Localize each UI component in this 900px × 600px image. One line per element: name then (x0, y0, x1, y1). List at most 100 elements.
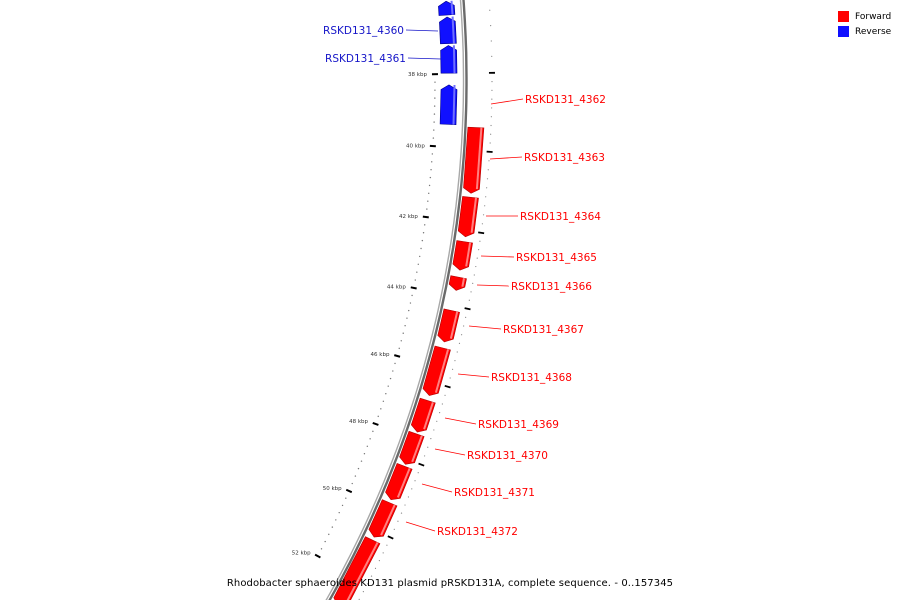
gene-highlight (470, 197, 477, 233)
minor-tick (404, 324, 406, 327)
minor-tick (335, 519, 337, 521)
outer-dot (489, 9, 491, 11)
outer-dot (454, 360, 456, 362)
gene-leader-line (476, 284, 510, 287)
outer-dot (460, 334, 463, 336)
minor-tick (433, 105, 436, 107)
gene-leader-line (444, 417, 477, 425)
outer-dot (382, 552, 384, 554)
outer-dot (485, 196, 487, 198)
gene-leader-line (405, 521, 436, 532)
outer-dot (491, 80, 493, 83)
outer-dot (436, 420, 438, 422)
outer-dot (465, 316, 467, 318)
outer-dot (491, 89, 493, 91)
minor-tick (422, 232, 425, 234)
minor-tick (426, 208, 428, 210)
minor-tick (394, 362, 396, 365)
minor-tick (428, 184, 431, 187)
gene-highlight (451, 16, 455, 44)
gene-label: RSKD131_4363 (524, 152, 605, 164)
outer-dot (366, 583, 369, 585)
outer-dot (468, 299, 470, 301)
reverse-swatch (838, 26, 849, 37)
outer-dot (414, 480, 416, 482)
outer-dot (397, 520, 399, 522)
gene-leader-line (421, 483, 453, 493)
minor-tick (434, 81, 436, 83)
gene-leader-line (457, 373, 490, 378)
outer-dot (476, 257, 478, 259)
minor-tick (398, 347, 400, 350)
outer-tick (418, 462, 425, 467)
minor-tick (417, 263, 419, 265)
outer-tick (444, 384, 451, 389)
outer-dot (400, 512, 403, 514)
minor-tick (409, 302, 412, 304)
outer-dot (486, 187, 488, 189)
minor-tick (400, 340, 402, 342)
outer-dot (411, 488, 413, 490)
major-tick (410, 286, 417, 290)
gene-label: RSKD131_4371 (454, 487, 535, 499)
minor-tick (434, 97, 436, 99)
outer-dot (456, 351, 458, 353)
gene-highlight (461, 278, 465, 287)
minor-tick (431, 161, 433, 163)
major-tick (314, 553, 321, 559)
outer-dot (482, 214, 485, 216)
minor-tick (431, 153, 434, 155)
outer-dot (475, 265, 477, 268)
outer-dot (430, 438, 432, 440)
scale-label: 38 kbp (408, 72, 427, 78)
outer-dot (423, 455, 426, 457)
outer-dot (378, 560, 380, 562)
gene-leader-line (490, 98, 524, 105)
minor-tick (433, 113, 436, 115)
outer-dot (491, 98, 493, 100)
major-tick (422, 215, 429, 219)
outer-dot (490, 124, 492, 127)
gene-arrow (422, 345, 451, 396)
outer-dot (490, 25, 492, 27)
minor-tick (345, 497, 347, 499)
outer-tick (387, 535, 394, 540)
gene-label: RSKD131_4372 (437, 526, 518, 538)
outer-dot (481, 223, 484, 225)
forward-swatch (838, 11, 849, 22)
gene-leader-line (480, 255, 515, 258)
gene-leader-line (468, 325, 502, 330)
gene-label: RSKD131_4370 (467, 450, 548, 462)
gene-leader-line (489, 156, 523, 160)
outer-dot (490, 40, 492, 42)
minor-tick (392, 370, 394, 372)
outer-dot (490, 116, 492, 118)
legend-reverse: Reverse (838, 24, 891, 39)
gene-highlight (452, 84, 456, 125)
gene-leader-line (407, 57, 442, 60)
gene-arrow (410, 397, 436, 433)
minor-tick (382, 400, 385, 402)
gene-label: RSKD131_4362 (525, 94, 606, 106)
minor-tick (430, 169, 432, 171)
minor-tick (331, 526, 334, 528)
minor-tick (354, 475, 357, 477)
outer-dot (407, 496, 410, 498)
minor-tick (372, 430, 374, 433)
minor-tick (328, 533, 330, 536)
minor-tick (369, 438, 371, 440)
outer-dot (473, 274, 475, 276)
outer-dot (370, 575, 373, 577)
backbone-inner (325, 0, 465, 600)
minor-tick (408, 309, 410, 312)
gene-highlight (449, 311, 459, 339)
major-tick (394, 354, 401, 358)
minor-tick (385, 393, 387, 395)
minor-tick (320, 548, 323, 550)
major-tick (372, 421, 379, 426)
outer-dot (484, 205, 486, 207)
outer-dot (470, 291, 472, 293)
legend-reverse-label: Reverse (855, 26, 892, 37)
gene-arrow (437, 308, 460, 343)
